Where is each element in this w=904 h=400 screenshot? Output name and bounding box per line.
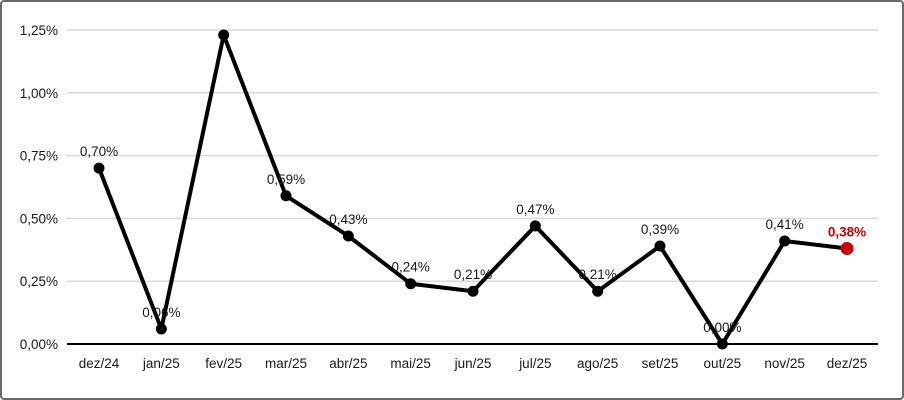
data-point [405, 278, 417, 290]
data-point [716, 338, 728, 350]
data-point-label: 0,21% [454, 267, 492, 282]
x-axis-tick-label: fev/25 [205, 356, 242, 371]
data-point [592, 285, 604, 297]
data-point [342, 230, 354, 242]
x-axis-tick-label: dez/24 [79, 356, 120, 371]
y-axis-tick-label: 1,25% [20, 23, 58, 38]
data-point [155, 323, 167, 335]
data-point-label: 0,59% [267, 172, 305, 187]
line-series [97, 33, 849, 346]
x-axis-tick-label: out/25 [704, 356, 742, 371]
data-point-label: 0,24% [392, 260, 430, 275]
x-axis-tick-label: mar/25 [265, 356, 307, 371]
x-axis-tick-label: ago/25 [577, 356, 618, 371]
data-point-highlighted [840, 242, 854, 256]
data-point-label: 0,47% [516, 202, 554, 217]
data-point [779, 235, 791, 247]
data-point-label: 0,43% [329, 212, 367, 227]
x-axis-tick-label: set/25 [642, 356, 679, 371]
data-point-label: 0,39% [641, 222, 679, 237]
y-axis-tick-label: 1,00% [20, 86, 58, 101]
data-point-label: 0,70% [80, 144, 118, 159]
y-axis-tick-label: 0,75% [20, 149, 58, 164]
y-axis-tick-label: 0,00% [20, 337, 58, 352]
data-point-label: 0,00% [703, 320, 741, 335]
x-axis-tick-label: jul/25 [518, 356, 551, 371]
data-point-label: 0,21% [579, 267, 617, 282]
x-axis-tick-label: jan/25 [142, 356, 180, 371]
data-point [654, 240, 666, 252]
y-axis-tick-label: 0,50% [20, 211, 58, 226]
data-point [467, 285, 479, 297]
x-axis-tick-label: mai/25 [390, 356, 431, 371]
data-point-label: 0,06% [142, 305, 180, 320]
x-axis-tick-label: jun/25 [454, 356, 492, 371]
x-axis-tick-label: abr/25 [329, 356, 367, 371]
data-point-label-highlighted: 0,38% [828, 225, 866, 240]
x-axis-tick-label: nov/25 [764, 356, 805, 371]
y-axis-tick-label: 0,25% [20, 274, 58, 289]
data-point [529, 220, 541, 232]
data-point [218, 29, 230, 41]
data-point [280, 190, 292, 202]
data-point-label: 0,41% [766, 217, 804, 232]
data-point [93, 162, 105, 174]
x-axis-tick-label: dez/25 [827, 356, 868, 371]
